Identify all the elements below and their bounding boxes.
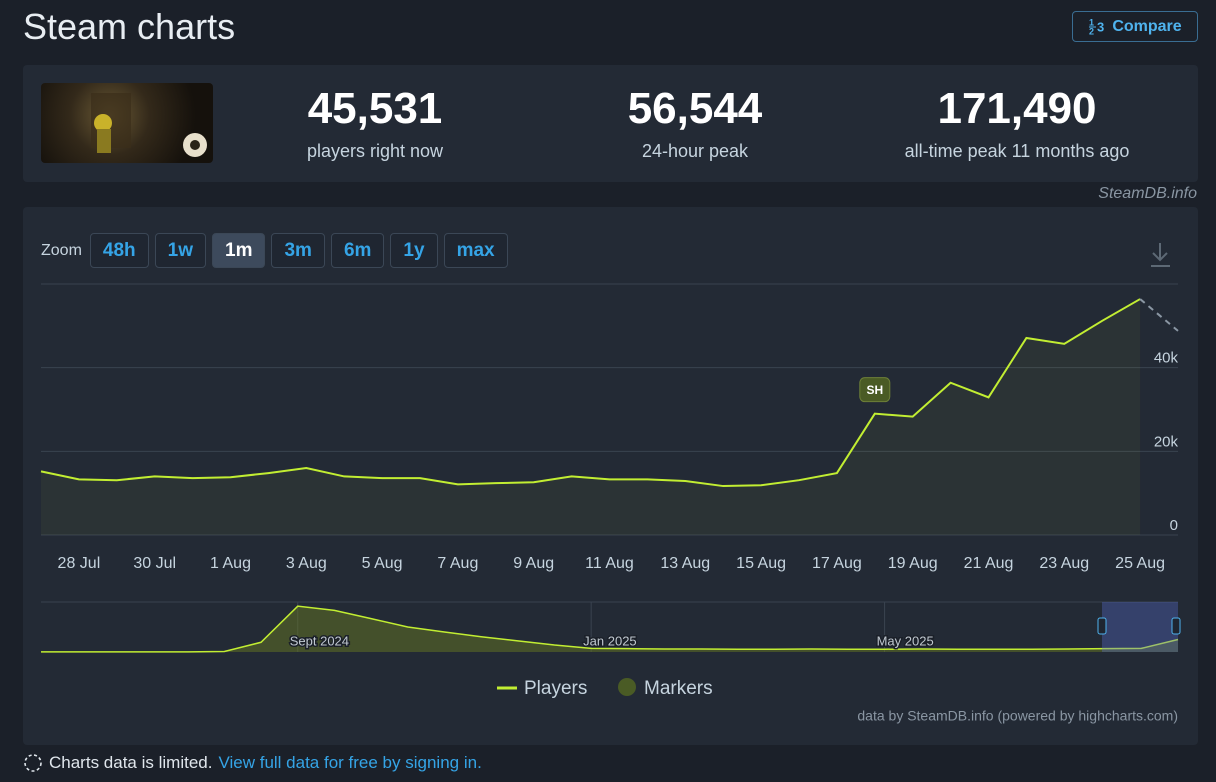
compare-icon: 12 3 [1089, 17, 1105, 36]
x-tick-label: 5 Aug [362, 555, 403, 572]
x-tick-label: 21 Aug [964, 555, 1014, 572]
stat-value: 45,531 [307, 84, 443, 133]
navigator-line [41, 605, 1179, 653]
zoom-button[interactable]: 6m [330, 233, 385, 268]
x-tick-label: 15 Aug [736, 555, 786, 572]
navigator-label: Jan 2025 [583, 633, 637, 648]
x-tick-label: 7 Aug [437, 555, 478, 572]
x-tick-label: 28 Jul [58, 555, 101, 572]
stats-panel: 45,531 players right now 56,544 24-hour pea… [23, 65, 1198, 182]
watermark: SteamDB.info [1098, 185, 1197, 202]
navigator-handle [1171, 617, 1181, 635]
credits: data by SteamDB.info (powered by highcha… [857, 708, 1178, 724]
zoom-button[interactable]: 1m [212, 233, 266, 268]
svg-text:3: 3 [1097, 19, 1104, 34]
marker-label: SH [866, 383, 883, 397]
sign-in-link[interactable]: View full data for free by signing in. [218, 753, 482, 772]
navigator-selection [1102, 602, 1178, 652]
zoom-button[interactable]: 3m [271, 233, 325, 268]
legend-label: Players [524, 678, 587, 699]
stat: 171,490 all-time peak 11 months ago [857, 83, 1177, 162]
navigator-label: May 2025 [877, 633, 934, 648]
navigator-handle [1097, 617, 1107, 635]
zoom-bar: Zoom 48h 1w 1m 3m 6m 1y max [41, 233, 508, 268]
y-tick-label: 20k [1154, 433, 1179, 450]
compare-label: Compare [1112, 17, 1182, 35]
x-tick-label: 9 Aug [513, 555, 554, 572]
series-line-pending [1139, 298, 1179, 332]
x-tick-label: 19 Aug [888, 555, 938, 572]
stat: 45,531 players right now [215, 83, 535, 162]
zoom-button[interactable]: 48h [89, 233, 149, 268]
svg-text:2: 2 [1089, 26, 1094, 36]
x-tick-label: 11 Aug [585, 555, 634, 572]
x-tick-label: 3 Aug [286, 555, 327, 572]
download-icon[interactable] [1151, 243, 1170, 267]
stat: 56,544 24-hour peak [535, 83, 855, 162]
game-thumbnail [41, 83, 213, 163]
x-tick-label: 30 Jul [133, 555, 176, 572]
x-tick-label: 13 Aug [660, 555, 710, 572]
stat-label: all-time peak 11 months ago [904, 141, 1130, 161]
notice-icon [24, 754, 42, 772]
x-tick-label: 23 Aug [1039, 555, 1089, 572]
chart-panel [23, 207, 1198, 745]
legend-label: Markers [644, 678, 713, 699]
thumbnail-art [91, 93, 207, 157]
navigator-area [41, 606, 1178, 652]
notice-text: Charts data is limited. [49, 753, 213, 772]
series-area [41, 299, 1141, 535]
x-tick-label: 1 Aug [210, 555, 251, 572]
marker [859, 377, 891, 403]
series-line [40, 298, 1141, 488]
stat-value: 171,490 [937, 84, 1097, 133]
zoom-button[interactable]: 1y [390, 233, 438, 268]
page-title: Steam charts [23, 6, 236, 47]
notice: Charts data is limited. View full data f… [23, 753, 482, 773]
svg-text:1: 1 [1089, 17, 1094, 27]
navigator-label: Sept 2024 [290, 633, 349, 648]
y-tick-label: 0 [1170, 517, 1178, 534]
stat-value: 56,544 [627, 84, 763, 133]
zoom-button[interactable]: 1w [154, 233, 207, 268]
y-tick-label: 40k [1154, 350, 1179, 367]
x-tick-label: 17 Aug [812, 555, 862, 572]
zoom-button[interactable]: max [443, 233, 508, 268]
legend-marker [618, 678, 636, 696]
x-tick-label: 25 Aug [1115, 555, 1165, 572]
stat-label: 24-hour peak [641, 141, 749, 161]
stat-label: players right now [306, 141, 444, 161]
zoom-label: Zoom [41, 241, 82, 259]
